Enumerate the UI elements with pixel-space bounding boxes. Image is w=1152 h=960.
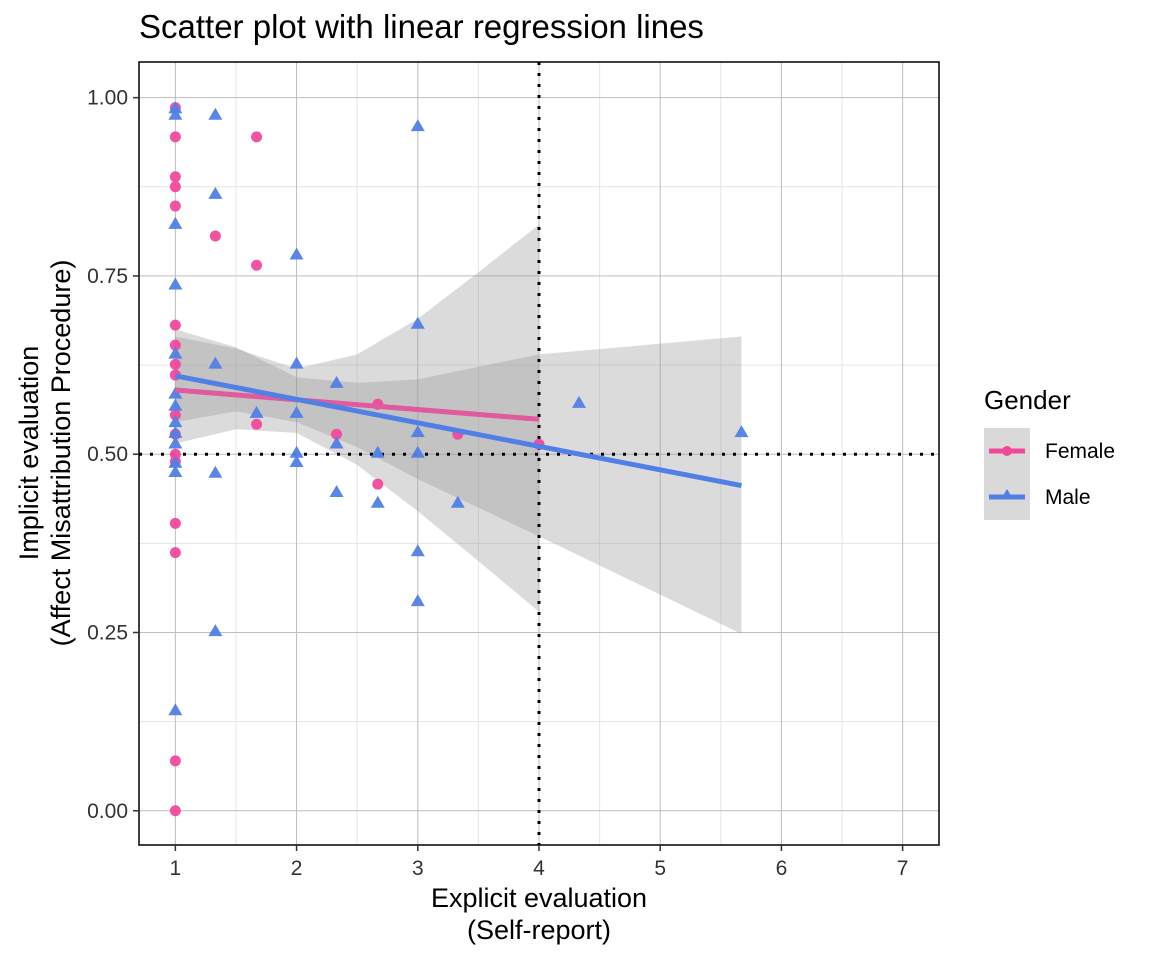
confidence-band-female	[175, 224, 539, 612]
data-point-female	[169, 171, 181, 183]
data-point-male	[289, 445, 304, 458]
data-point-male	[734, 425, 749, 438]
data-point-male	[370, 445, 385, 458]
x-tick-label: 7	[897, 857, 909, 880]
y-tick-label: 0.75	[87, 265, 128, 288]
data-point-male	[208, 465, 223, 478]
regression-line-male	[174, 373, 742, 489]
data-point-male	[410, 594, 425, 607]
y-tick-label: 0.00	[87, 800, 128, 823]
data-point-male	[289, 405, 304, 418]
y-tick-label: 1.00	[87, 87, 128, 110]
data-point-male	[168, 277, 183, 290]
regression-line-female	[175, 387, 540, 422]
y-tick-label: 0.50	[87, 443, 128, 466]
data-point-female	[331, 428, 343, 440]
data-point-female	[169, 200, 181, 212]
y-tick-label: 0.25	[87, 621, 128, 644]
y-axis: 0.00 0.25 0.50 0.75 1.00	[87, 87, 139, 823]
data-point-male	[370, 495, 385, 508]
data-point-female	[169, 131, 181, 143]
data-point-male	[168, 386, 183, 399]
data-point-male	[168, 398, 183, 411]
data-point-female	[169, 358, 181, 370]
x-tick-label: 1	[170, 857, 182, 880]
data-point-male	[168, 455, 183, 468]
x-tick-label: 2	[291, 857, 303, 880]
data-point-female	[169, 547, 181, 559]
data-point-male	[410, 119, 425, 132]
data-point-male	[208, 624, 223, 637]
legend-label-male: Male	[1045, 486, 1091, 509]
data-point-female	[251, 418, 263, 430]
data-point-male	[410, 445, 425, 458]
data-point-male	[168, 415, 183, 428]
x-axis-title-line2: (Self-report)	[467, 915, 611, 945]
data-point-male	[168, 346, 183, 359]
data-point-male	[450, 495, 465, 508]
y-axis-title-line2: (Affect Misattribution Procedure)	[46, 260, 76, 647]
x-tick-label: 3	[412, 857, 424, 880]
x-axis-title-line1: Explicit evaluation	[431, 883, 647, 913]
data-point-male	[168, 425, 183, 438]
data-point-male	[168, 101, 183, 114]
data-point-female	[169, 517, 181, 529]
data-point-female	[169, 339, 181, 351]
data-point-male	[208, 186, 223, 199]
data-point-male	[329, 485, 344, 498]
data-point-female	[209, 230, 221, 242]
legend-key-background	[984, 428, 1030, 520]
x-tick-label: 6	[776, 857, 788, 880]
legend: Gender Female Male	[984, 385, 1115, 520]
data-point-male	[289, 247, 304, 260]
data-point-male	[168, 465, 183, 478]
data-point-male	[572, 395, 586, 408]
legend-key-male-marker	[1001, 489, 1013, 499]
data-point-male	[329, 436, 344, 449]
data-point-male	[410, 316, 425, 329]
data-point-male	[208, 107, 223, 120]
data-point-female	[169, 805, 181, 817]
legend-label-female: Female	[1045, 440, 1115, 463]
x-tick-label: 5	[654, 857, 666, 880]
data-point-female	[251, 259, 263, 271]
y-axis-title-line1: Implicit evaluation	[14, 346, 44, 561]
plot-panel	[138, 61, 940, 846]
data-point-female	[251, 131, 263, 143]
x-tick-label: 4	[533, 857, 545, 880]
data-point-female	[169, 409, 181, 421]
data-point-male	[168, 107, 183, 120]
data-point-female	[372, 478, 384, 490]
data-point-male	[168, 216, 183, 229]
data-point-male	[289, 356, 304, 369]
data-point-male	[168, 703, 183, 716]
data-point-male	[208, 356, 223, 369]
x-axis: 1 2 3 4 5 6 7	[170, 845, 909, 880]
data-point-male	[329, 375, 344, 388]
data-point-male	[410, 425, 425, 438]
data-point-male	[410, 544, 425, 557]
data-point-male	[249, 405, 264, 418]
legend-key-female-marker	[1002, 446, 1012, 456]
data-point-female	[169, 755, 181, 767]
chart-title: Scatter plot with linear regression line…	[139, 8, 704, 45]
data-point-male	[289, 455, 304, 468]
data-point-male	[168, 436, 183, 449]
data-point-female	[169, 319, 181, 331]
data-point-female	[169, 181, 181, 193]
legend-title: Gender	[984, 385, 1071, 415]
